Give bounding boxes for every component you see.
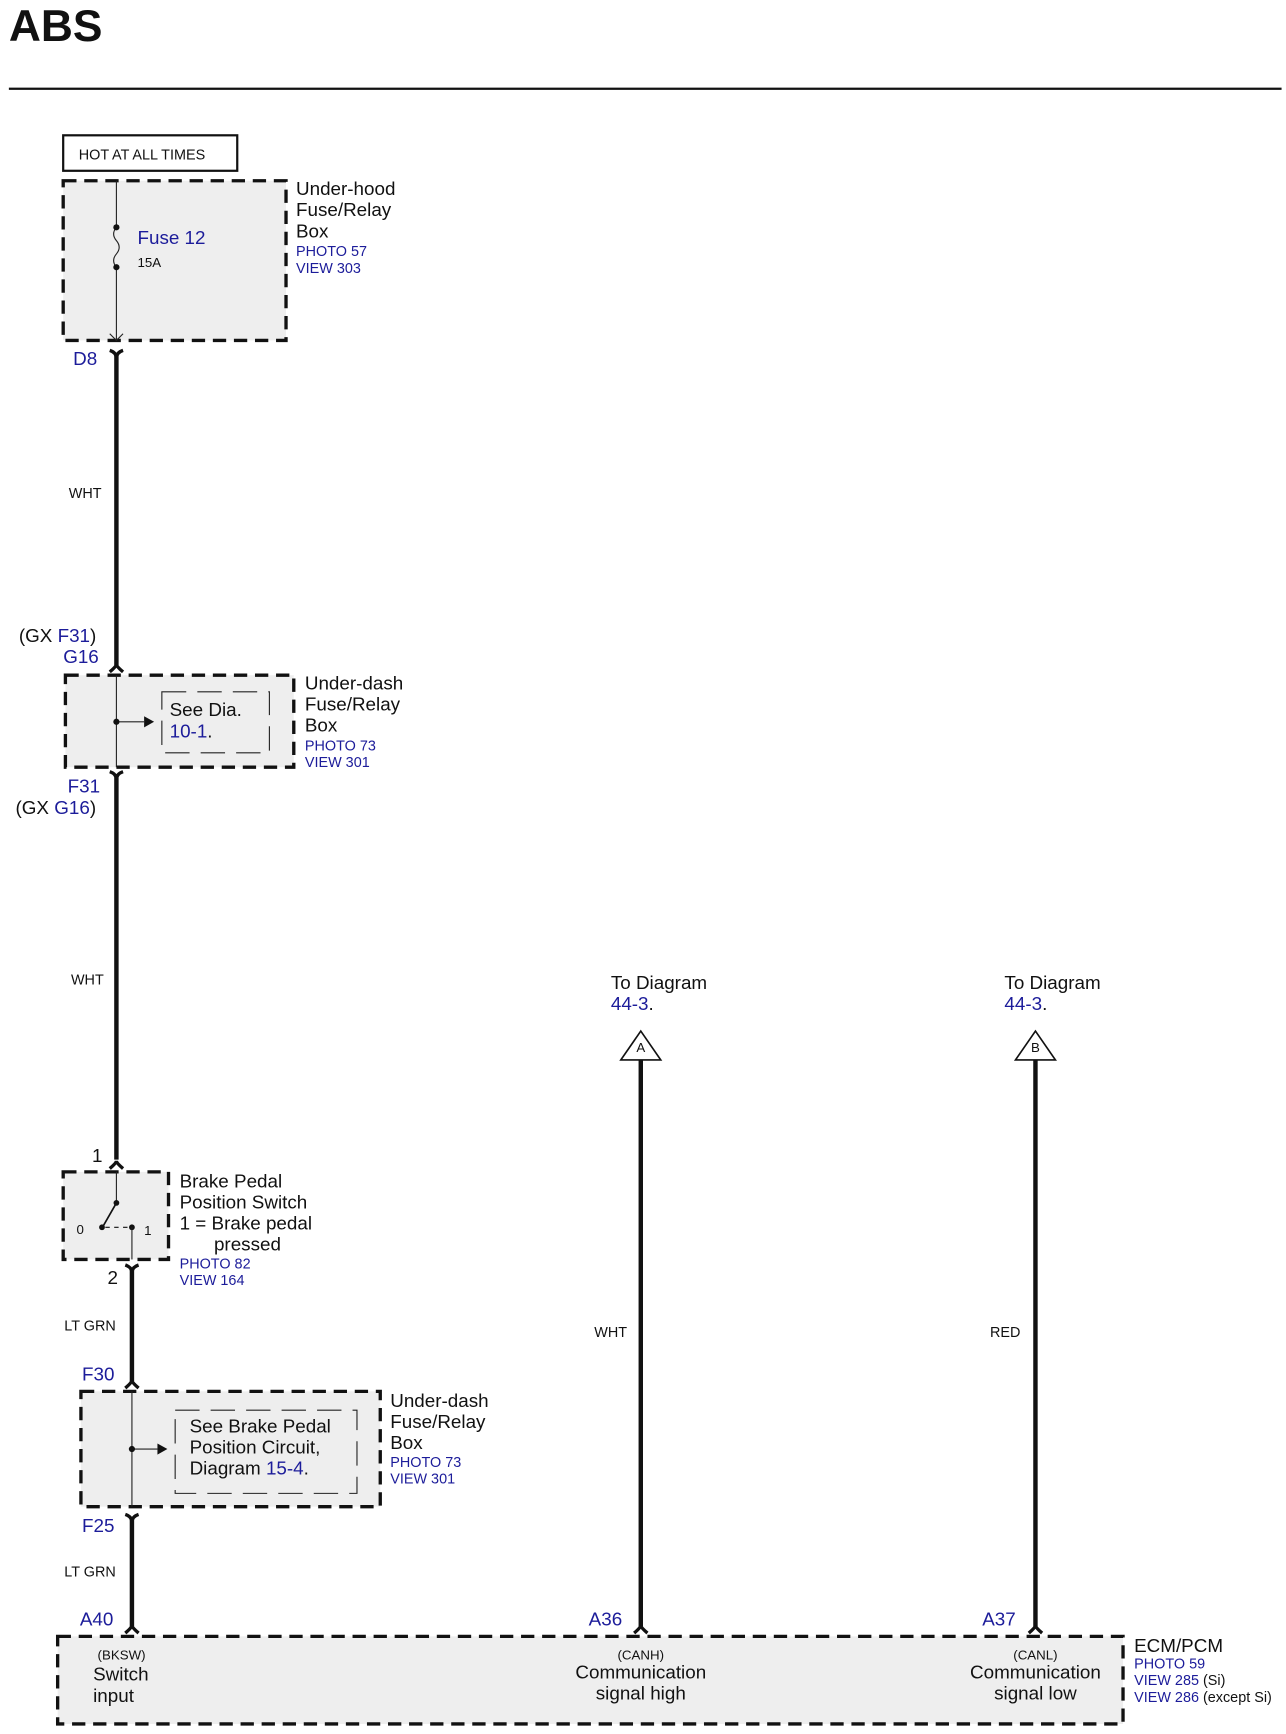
switch-name-4: pressed xyxy=(214,1234,281,1255)
arrow-icon xyxy=(157,1443,168,1455)
fuse-label[interactable]: Fuse 12 xyxy=(137,227,205,248)
canh-desc-1: Communication xyxy=(575,1662,706,1683)
terminal-f30: F30 xyxy=(82,1363,114,1384)
switch-pos-0: 0 xyxy=(76,1222,83,1237)
switch-view-link[interactable]: VIEW 164 xyxy=(180,1273,245,1289)
ref-see-dia: See Dia. xyxy=(170,699,242,720)
gx-terminal-top: (GX F31) xyxy=(19,625,96,646)
underhood-name-1: Under-hood xyxy=(296,178,395,199)
offpage-b-label: To Diagram xyxy=(1004,972,1100,993)
ref-diagram-15-4[interactable]: Diagram 15-4. xyxy=(190,1458,309,1479)
terminal-a36: A36 xyxy=(589,1608,623,1629)
underhood-name-3: Box xyxy=(296,220,329,241)
ref2-line-2: Position Circuit, xyxy=(190,1436,321,1457)
switch-name-3: 1 = Brake pedal xyxy=(180,1213,312,1234)
terminal-g16: G16 xyxy=(63,646,99,667)
underdash1-name-1: Under-dash xyxy=(305,673,403,694)
wire-color-4: LT GRN xyxy=(64,1565,116,1581)
wire-color-3: LT GRN xyxy=(64,1318,116,1334)
fuse-rating: 15A xyxy=(137,255,161,270)
ecm-view-1[interactable]: VIEW 285 (Si) xyxy=(1134,1673,1225,1689)
terminal-a37: A37 xyxy=(982,1608,1016,1629)
underhood-view-link[interactable]: VIEW 303 xyxy=(296,261,361,277)
switch-name-1: Brake Pedal xyxy=(180,1170,283,1191)
underdash1-photo-link[interactable]: PHOTO 73 xyxy=(305,739,376,755)
gx-terminal-bottom: (GX G16) xyxy=(16,797,97,818)
wire-color-canl: RED xyxy=(990,1325,1020,1341)
wire-color-2: WHT xyxy=(71,973,104,989)
underhood-photo-link[interactable]: PHOTO 57 xyxy=(296,244,367,260)
switch-pos-1: 1 xyxy=(144,1223,151,1238)
connector-icon xyxy=(108,663,125,674)
ecm-signal-bksw: (BKSW) xyxy=(98,1648,146,1663)
underhood-name-2: Fuse/Relay xyxy=(296,199,392,220)
connector-icon xyxy=(633,1625,649,1635)
connector-icon xyxy=(1027,1625,1044,1635)
page-title: ABS xyxy=(9,2,103,51)
arrow-icon xyxy=(144,716,155,728)
underdash2-view-link[interactable]: VIEW 301 xyxy=(390,1471,455,1487)
underdash-fuse-box-1 xyxy=(63,673,296,769)
offpage-a-connector: A xyxy=(636,1040,645,1055)
ecm-desc-1: Switch xyxy=(93,1664,148,1685)
power-label-box xyxy=(62,134,239,172)
connector-icon xyxy=(108,1160,125,1170)
switch-icon xyxy=(102,1202,118,1227)
ecm-photo-link[interactable]: PHOTO 59 xyxy=(1134,1657,1205,1673)
offpage-a-diagram-link[interactable]: 44-3. xyxy=(611,993,654,1014)
underdash2-name-1: Under-dash xyxy=(390,1390,488,1411)
ref-diagram-10-1[interactable]: 10-1. xyxy=(170,720,213,741)
underdash1-name-2: Fuse/Relay xyxy=(305,694,401,715)
underdash2-name-3: Box xyxy=(390,1432,423,1453)
ecm-pcm-box xyxy=(55,1634,1125,1726)
switch-pin-1: 1 xyxy=(92,1145,102,1166)
ecm-signal-canl: (CANL) xyxy=(1013,1648,1057,1663)
underdash1-view-link[interactable]: VIEW 301 xyxy=(305,755,370,771)
brake-pedal-position-switch xyxy=(61,1170,171,1262)
ref2-line-1: See Brake Pedal xyxy=(190,1415,331,1436)
power-label: HOT AT ALL TIMES xyxy=(79,148,206,164)
switch-photo-link[interactable]: PHOTO 82 xyxy=(180,1256,251,1272)
ecm-name: ECM/PCM xyxy=(1134,1635,1223,1656)
ecm-view-2[interactable]: VIEW 286 (except Si) xyxy=(1134,1690,1272,1706)
terminal-a40: A40 xyxy=(80,1608,114,1629)
wire-color-1: WHT xyxy=(69,486,102,502)
wire-color-canh: WHT xyxy=(594,1325,627,1341)
ecm-desc-2: input xyxy=(93,1685,135,1706)
underdash2-photo-link[interactable]: PHOTO 73 xyxy=(390,1455,461,1471)
underhood-fuse-box xyxy=(61,179,288,343)
underdash1-name-3: Box xyxy=(305,715,338,736)
offpage-b-diagram-link[interactable]: 44-3. xyxy=(1004,993,1047,1014)
underdash2-name-2: Fuse/Relay xyxy=(390,1411,486,1432)
terminal-f31: F31 xyxy=(68,776,100,797)
offpage-b-connector: B xyxy=(1031,1040,1040,1055)
ecm-signal-canh: (CANH) xyxy=(618,1648,665,1663)
switch-name-2: Position Switch xyxy=(180,1191,308,1212)
connector-icon xyxy=(124,1625,140,1635)
switch-pin-2: 2 xyxy=(108,1267,118,1288)
underdash-fuse-box-2 xyxy=(79,1389,382,1509)
offpage-a-label: To Diagram xyxy=(611,972,707,993)
canl-desc-1: Communication xyxy=(970,1662,1101,1683)
canl-desc-2: signal low xyxy=(994,1683,1077,1704)
canh-desc-2: signal high xyxy=(596,1683,686,1704)
terminal-f25: F25 xyxy=(82,1515,114,1536)
connector-icon xyxy=(124,1380,140,1390)
terminal-d8: D8 xyxy=(73,348,97,369)
fuse-icon xyxy=(113,226,120,268)
